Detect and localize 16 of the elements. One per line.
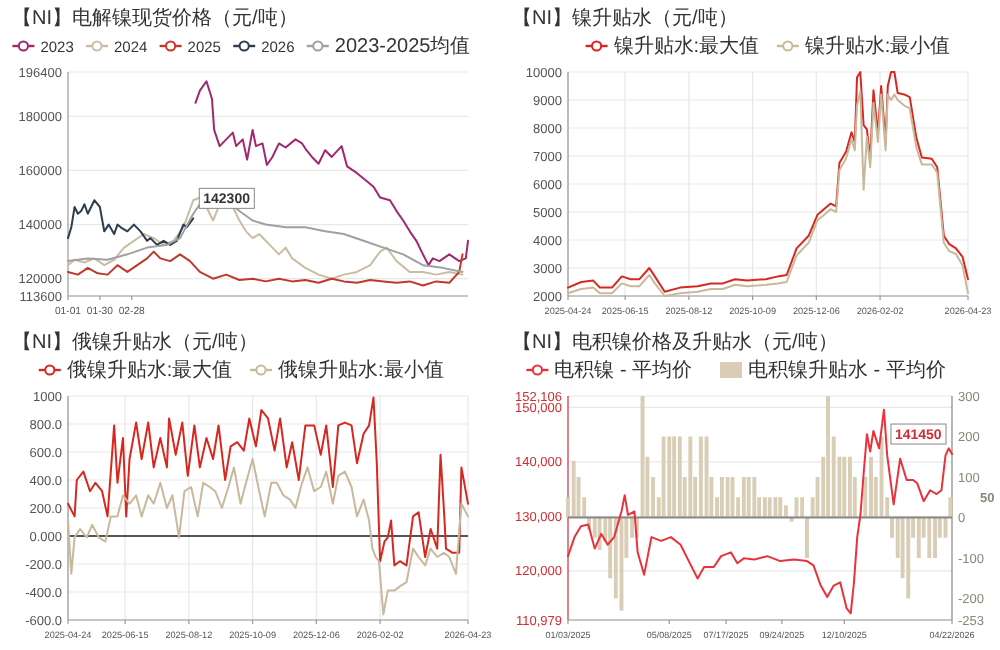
legend-label: 电积镍 - 平均价 xyxy=(554,358,693,382)
legend-label: 俄镍升贴水:最大值 xyxy=(66,358,233,382)
chart-title: 【NI】镍升贴水（元/吨） xyxy=(512,6,738,30)
legend-label: 镍升贴水:最小值 xyxy=(802,34,951,58)
chart-title: 【NI】俄镍升贴水（元/吨） xyxy=(12,330,258,354)
line-series xyxy=(67,458,469,616)
legend-label: 俄镍升贴水:最小值 xyxy=(278,358,444,382)
line-series xyxy=(567,408,953,615)
line-series xyxy=(194,80,469,267)
chart-title: 【NI】电积镍价格及升贴水（元/吨） xyxy=(512,330,838,354)
legend-label: 2023-2025均值 xyxy=(334,34,471,58)
chart-title: 【NI】电解镍现货价格（元/吨） xyxy=(12,6,298,30)
line-series xyxy=(67,199,195,246)
legend-label: 镍升贴水:最大值 xyxy=(611,34,760,58)
legend-label: 电积镍升贴水 - 平均价 xyxy=(748,358,946,382)
line-series xyxy=(67,250,464,287)
